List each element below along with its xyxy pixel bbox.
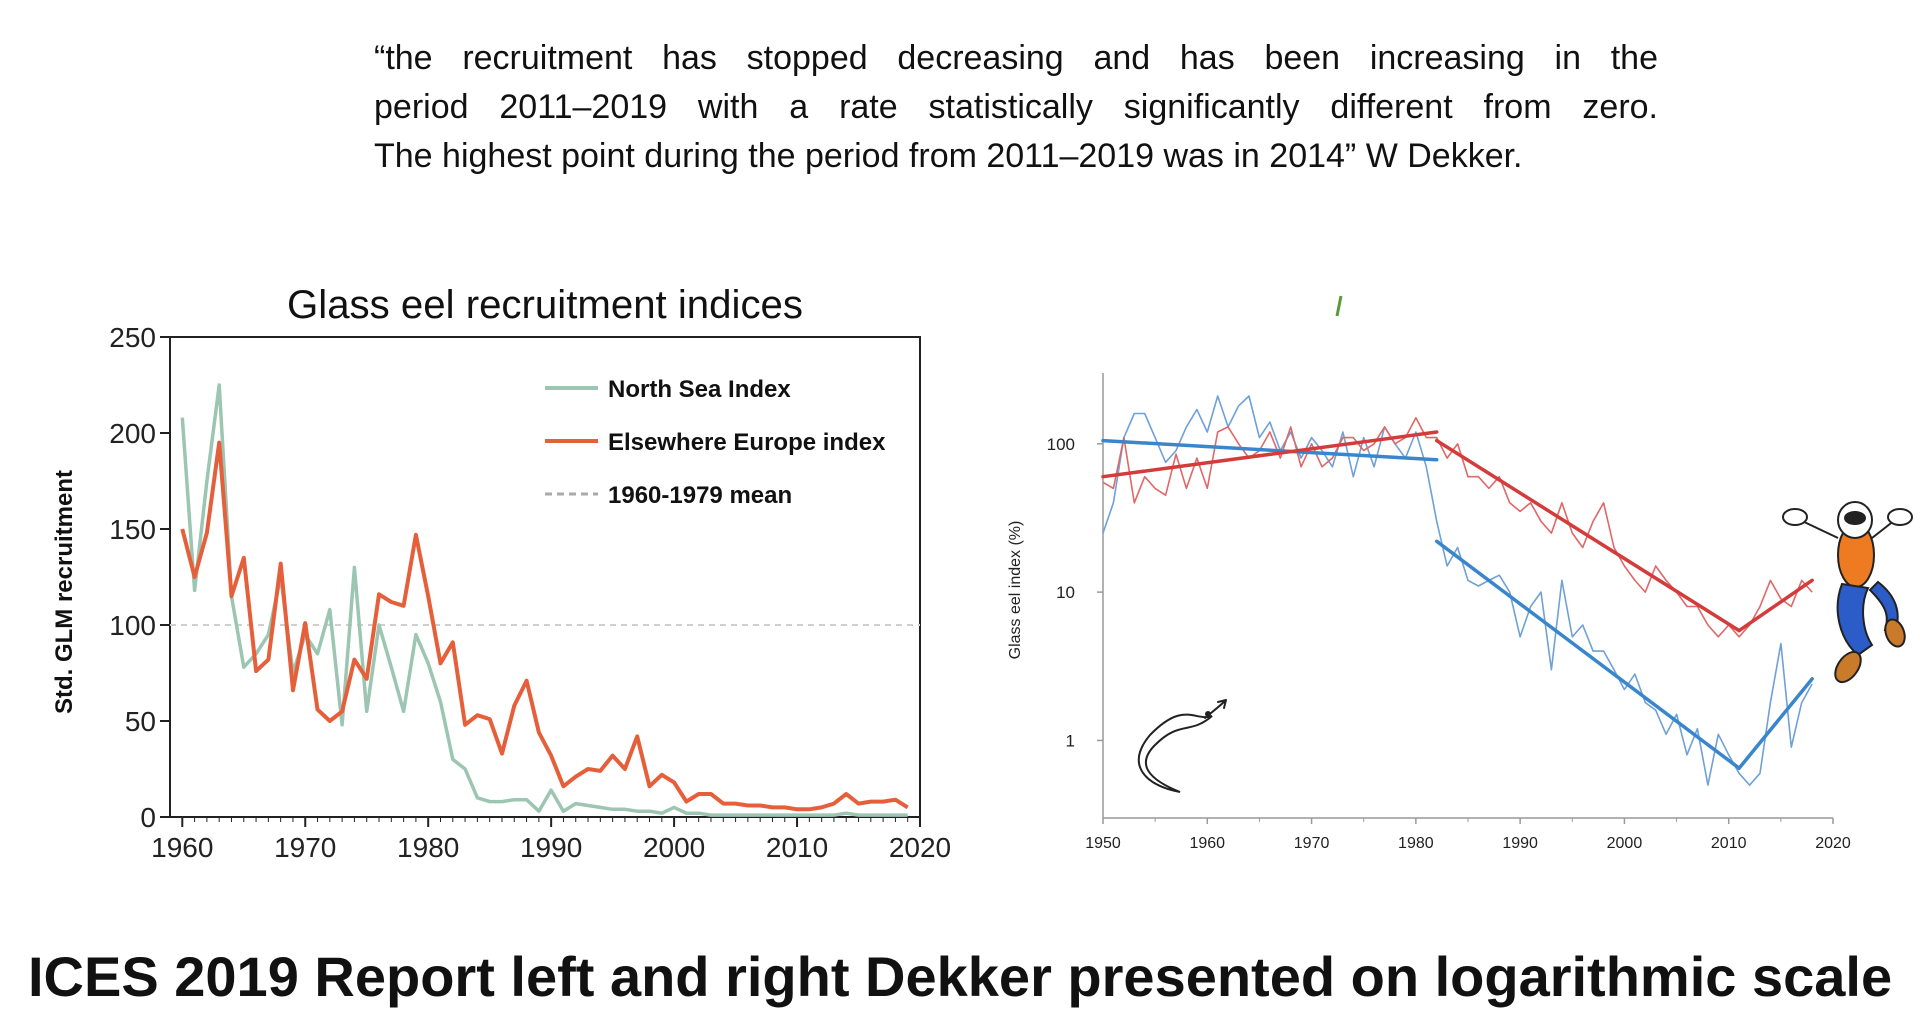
- right-y-tick-label: 1: [1066, 731, 1075, 750]
- eel-illustration: [1137, 699, 1227, 793]
- left-x-tick-label: 2010: [766, 832, 828, 863]
- right-x-tick-label: 1970: [1294, 835, 1330, 852]
- quote-line-2: period 2011–2019 with a rate statistical…: [374, 88, 1658, 126]
- green-slash-mark: [1335, 295, 1343, 317]
- left-y-tick-label: 250: [109, 322, 156, 353]
- cartoon-figure-illustration: [1782, 501, 1913, 684]
- legend-label-elsewhere-europe: Elsewhere Europe index: [608, 429, 886, 456]
- quote-line-3: The highest point during the period from…: [374, 137, 1523, 175]
- left-x-tick-label: 2020: [889, 832, 951, 863]
- quote-line-1: “the recruitment has stopped decreasing …: [374, 39, 1658, 77]
- quote-text: “the recruitment has stopped decreasing …: [374, 34, 1658, 181]
- trend-line: [1737, 677, 1814, 770]
- footer-caption: ICES 2019 Report left and right Dekker p…: [28, 945, 1893, 1008]
- left-x-tick-label: 1960: [151, 832, 213, 863]
- left-chart-plot-frame: [169, 336, 921, 818]
- right-y-tick-label: 10: [1056, 583, 1075, 602]
- left-y-tick-label: 0: [140, 802, 156, 833]
- right-x-tick-label: 2020: [1815, 835, 1851, 852]
- right-x-tick-label: 1990: [1502, 835, 1538, 852]
- right-x-tick-label: 2010: [1711, 835, 1747, 852]
- right-x-tick-label: 1950: [1085, 835, 1121, 852]
- left-x-tick-label: 1980: [397, 832, 459, 863]
- right-x-tick-label: 1980: [1398, 835, 1434, 852]
- left-x-tick-label: 1970: [274, 832, 336, 863]
- trend-line: [1434, 438, 1741, 633]
- left-y-tick-label: 50: [125, 706, 156, 737]
- right-y-tick-label: 100: [1047, 435, 1075, 454]
- left-chart-title: Glass eel recruitment indices: [287, 283, 803, 327]
- left-y-tick-label: 100: [109, 610, 156, 641]
- left-y-tick-label: 200: [109, 418, 156, 449]
- left-y-tick-label: 150: [109, 514, 156, 545]
- right-x-tick-label: 1960: [1189, 835, 1225, 852]
- left-chart-legend: North Sea Index Elsewhere Europe index 1…: [545, 376, 886, 509]
- legend-label-north-sea: North Sea Index: [608, 376, 791, 403]
- right-x-tick-label: 2000: [1607, 835, 1643, 852]
- series-line-elsewhere-europe: [180, 440, 909, 812]
- trend-line: [1101, 430, 1439, 479]
- trend-line: [1101, 438, 1439, 462]
- trend-line: [1737, 578, 1814, 633]
- left-chart: Glass eel recruitment indices Std. GLM r…: [51, 283, 951, 863]
- legend-label-mean: 1960-1979 mean: [608, 482, 792, 509]
- right-chart-y-axis-label: Glass eel index (%): [1007, 521, 1024, 660]
- right-chart: Glass eel index (%) 1 10 100 1950 1960 1970 19…: [1007, 295, 1913, 852]
- left-x-tick-label: 1990: [520, 832, 582, 863]
- left-x-tick-label: 2000: [643, 832, 705, 863]
- trend-line: [1434, 539, 1741, 770]
- left-chart-y-axis-label: Std. GLM recruitment: [51, 470, 78, 714]
- series-line-blue-index: [1102, 395, 1813, 786]
- series-line-red-index: [1102, 416, 1813, 638]
